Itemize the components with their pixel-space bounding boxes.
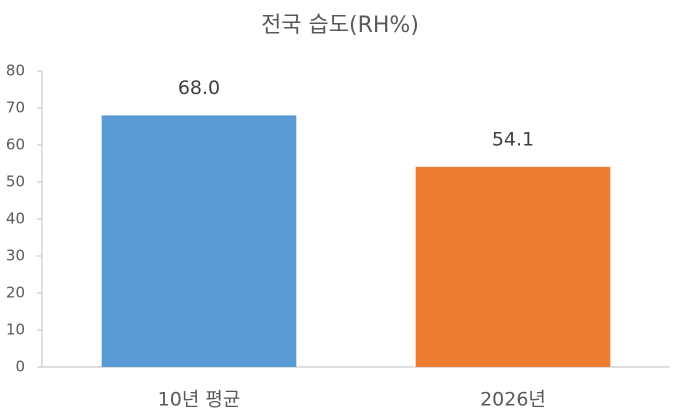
y-tick-label: 0 <box>15 358 25 376</box>
data-label: 68.0 <box>178 77 220 99</box>
y-tick-label: 20 <box>6 284 25 302</box>
y-tick-label: 60 <box>6 136 25 154</box>
bar <box>415 166 611 367</box>
x-tick-label: 2026년 <box>480 389 546 411</box>
y-tick-label: 80 <box>6 62 25 80</box>
bar <box>101 115 297 368</box>
y-tick-label: 10 <box>6 321 25 339</box>
chart-title: 전국 습도(RH%) <box>261 13 419 38</box>
x-tick-label: 10년 평균 <box>158 389 241 411</box>
y-tick-label: 30 <box>6 247 25 265</box>
data-label: 54.1 <box>492 128 534 150</box>
y-tick-label: 40 <box>6 210 25 228</box>
y-tick-label: 50 <box>6 173 25 191</box>
y-tick-label: 70 <box>6 99 25 117</box>
